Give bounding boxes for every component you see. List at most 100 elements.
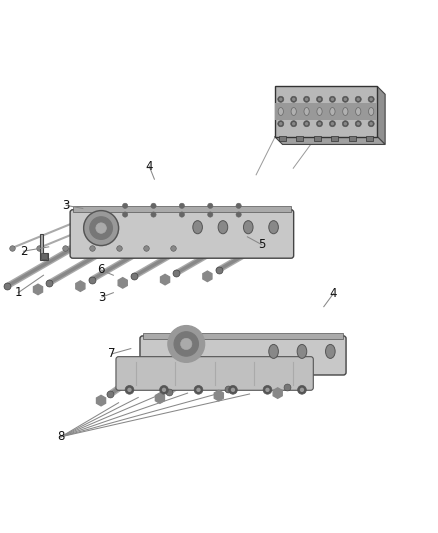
Circle shape [125, 385, 134, 394]
Bar [297, 136, 304, 141]
Text: 3: 3 [98, 290, 106, 304]
Circle shape [342, 96, 348, 102]
Circle shape [236, 203, 241, 208]
Circle shape [343, 98, 347, 101]
Circle shape [151, 203, 156, 208]
Circle shape [168, 326, 205, 362]
Circle shape [355, 120, 361, 127]
Circle shape [368, 120, 374, 127]
Circle shape [343, 122, 347, 125]
FancyBboxPatch shape [116, 357, 313, 390]
Ellipse shape [304, 108, 309, 116]
Bar [349, 136, 356, 141]
Text: 4: 4 [330, 287, 337, 300]
Bar [331, 136, 338, 141]
Circle shape [304, 96, 310, 102]
FancyBboxPatch shape [143, 333, 343, 338]
Text: 2: 2 [20, 245, 27, 258]
Bar [279, 136, 286, 141]
Circle shape [123, 203, 128, 208]
Ellipse shape [297, 344, 307, 358]
Ellipse shape [343, 108, 348, 116]
Circle shape [292, 98, 296, 101]
Circle shape [318, 98, 321, 101]
Circle shape [317, 120, 322, 127]
Circle shape [292, 122, 296, 125]
Text: 6: 6 [97, 263, 105, 277]
Circle shape [279, 98, 283, 101]
Ellipse shape [193, 221, 202, 234]
Circle shape [317, 96, 322, 102]
Circle shape [151, 212, 156, 217]
Circle shape [368, 96, 374, 102]
Circle shape [90, 217, 113, 239]
Circle shape [369, 122, 373, 125]
Circle shape [159, 385, 168, 394]
Circle shape [342, 120, 348, 127]
Circle shape [278, 120, 284, 127]
Circle shape [355, 96, 361, 102]
Text: 7: 7 [108, 348, 116, 360]
Circle shape [208, 203, 213, 208]
Circle shape [331, 122, 334, 125]
Circle shape [231, 387, 235, 392]
Circle shape [278, 96, 284, 102]
Circle shape [229, 385, 237, 394]
Text: 5: 5 [258, 238, 265, 251]
Text: 8: 8 [57, 430, 65, 443]
Circle shape [329, 96, 336, 102]
Circle shape [96, 223, 106, 233]
Ellipse shape [368, 108, 374, 116]
FancyBboxPatch shape [140, 336, 346, 375]
Circle shape [174, 332, 198, 356]
Text: 3: 3 [63, 199, 70, 212]
FancyBboxPatch shape [73, 206, 291, 212]
Ellipse shape [278, 108, 283, 116]
Ellipse shape [218, 221, 228, 234]
Circle shape [305, 122, 308, 125]
Circle shape [180, 338, 192, 350]
Polygon shape [40, 234, 48, 260]
Ellipse shape [244, 221, 253, 234]
Circle shape [179, 212, 184, 217]
Text: 1: 1 [14, 286, 22, 299]
Ellipse shape [330, 108, 335, 116]
Ellipse shape [317, 108, 322, 116]
Circle shape [300, 387, 304, 392]
Circle shape [357, 122, 360, 125]
Bar [366, 136, 373, 141]
Ellipse shape [325, 344, 335, 358]
Ellipse shape [269, 221, 279, 234]
Circle shape [123, 212, 128, 217]
Circle shape [263, 385, 272, 394]
Ellipse shape [269, 344, 279, 358]
FancyBboxPatch shape [275, 86, 377, 136]
Bar [275, 103, 377, 120]
Circle shape [297, 385, 306, 394]
Ellipse shape [356, 108, 361, 116]
Circle shape [236, 212, 241, 217]
Circle shape [291, 120, 297, 127]
Text: 4: 4 [145, 159, 153, 173]
Circle shape [329, 120, 336, 127]
Circle shape [162, 387, 166, 392]
Circle shape [291, 96, 297, 102]
Bar [314, 136, 321, 141]
FancyBboxPatch shape [70, 210, 293, 258]
Circle shape [194, 385, 203, 394]
Circle shape [196, 387, 201, 392]
Ellipse shape [291, 108, 297, 116]
Circle shape [305, 98, 308, 101]
Circle shape [304, 120, 310, 127]
Circle shape [318, 122, 321, 125]
Circle shape [265, 387, 270, 392]
Circle shape [369, 98, 373, 101]
Circle shape [331, 98, 334, 101]
Circle shape [208, 212, 213, 217]
Circle shape [84, 211, 119, 246]
Polygon shape [377, 86, 385, 144]
Circle shape [357, 98, 360, 101]
Circle shape [179, 203, 184, 208]
Circle shape [279, 122, 283, 125]
Circle shape [127, 387, 132, 392]
